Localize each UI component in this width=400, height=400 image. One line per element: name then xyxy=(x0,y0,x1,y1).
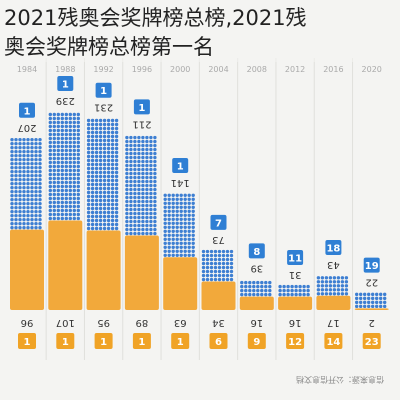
year-label: 1996 xyxy=(132,65,152,74)
bottom-value-label: 16 xyxy=(289,317,302,328)
top-value-label: 211 xyxy=(132,118,151,129)
bar-top-segment xyxy=(10,137,42,230)
bottom-rank-text: 1 xyxy=(62,337,69,348)
top-value-label: 239 xyxy=(56,95,75,106)
top-rank-badge xyxy=(19,102,35,118)
bottom-value-label: 16 xyxy=(250,317,263,328)
bottom-rank-badge xyxy=(362,333,381,349)
top-rank-text: 1 xyxy=(177,162,184,173)
year-label: 1984 xyxy=(17,65,37,74)
top-rank-text: 18 xyxy=(326,244,340,255)
bottom-value-label: 96 xyxy=(21,317,34,328)
top-rank-badge xyxy=(172,158,189,174)
bottom-rank-badge xyxy=(247,333,266,349)
bottom-value-label: 63 xyxy=(174,317,187,328)
top-rank-badge xyxy=(363,257,380,273)
top-value-label: 207 xyxy=(17,122,36,133)
bottom-rank-text: 14 xyxy=(326,337,340,348)
bottom-rank-text: 23 xyxy=(365,337,379,348)
top-rank-text: 1 xyxy=(62,80,69,91)
bottom-value-label: 34 xyxy=(212,317,225,328)
headline-line-1: 2021残奥会奖牌榜总榜,2021残 xyxy=(4,6,307,30)
bottom-rank-text: 1 xyxy=(177,337,184,348)
year-label: 2000 xyxy=(170,65,190,74)
top-rank-badge xyxy=(287,250,304,266)
year-label: 2012 xyxy=(285,65,305,74)
bottom-rank-badge xyxy=(94,333,113,349)
bottom-rank-text: 1 xyxy=(138,337,145,348)
top-rank-text: 7 xyxy=(215,218,222,229)
bottom-value-label: 107 xyxy=(56,317,75,328)
top-rank-text: 1 xyxy=(100,86,107,97)
top-rank-badge xyxy=(248,243,265,259)
top-rank-badge xyxy=(325,240,342,256)
headline: 2021残奥会奖牌榜总榜,2021残 奥会奖牌榜总榜第一名 xyxy=(4,4,396,62)
year-label: 2016 xyxy=(323,65,343,74)
top-value-label: 231 xyxy=(94,102,113,113)
bar-bottom-segment xyxy=(10,229,44,310)
top-rank-badge xyxy=(95,82,112,98)
year-label: 1992 xyxy=(93,65,113,74)
bar-bottom-segment xyxy=(163,257,198,310)
top-value-label: 31 xyxy=(289,269,302,280)
bar-top-segment xyxy=(316,276,349,296)
bar-bottom-segment xyxy=(354,308,389,310)
bar-top-segment xyxy=(48,112,81,221)
year-label: 2020 xyxy=(362,65,382,74)
bottom-rank-text: 12 xyxy=(288,337,302,348)
bottom-value-label: 2 xyxy=(369,317,375,328)
top-rank-badge xyxy=(210,214,227,230)
bottom-rank-text: 1 xyxy=(24,337,31,348)
headline-line-2: 奥会奖牌榜总榜第一名 xyxy=(4,35,214,59)
top-rank-badge xyxy=(133,99,150,115)
year-label: 2008 xyxy=(247,65,267,74)
bar-bottom-segment xyxy=(124,235,159,310)
bar-bottom-segment xyxy=(316,295,351,310)
bottom-rank-badge xyxy=(324,333,343,349)
bar-bottom-segment xyxy=(239,296,274,310)
bar-bottom-segment xyxy=(48,220,83,310)
bar-top-segment xyxy=(278,284,310,297)
bar-top-segment xyxy=(240,280,272,297)
bar-top-segment xyxy=(163,193,195,257)
bar-top-segment xyxy=(355,292,387,309)
bar-bottom-segment xyxy=(201,281,236,310)
bottom-rank-text: 1 xyxy=(100,337,107,348)
top-rank-badge xyxy=(57,76,74,91)
top-value-label: 22 xyxy=(365,277,378,288)
bottom-rank-badge xyxy=(18,333,36,349)
bar-top-segment xyxy=(201,249,234,282)
year-label: 2004 xyxy=(208,65,228,74)
bottom-value-label: 95 xyxy=(97,317,110,328)
top-value-label: 73 xyxy=(212,234,225,245)
top-value-label: 39 xyxy=(250,262,263,273)
bar-bottom-segment xyxy=(278,296,313,310)
top-value-label: 43 xyxy=(327,259,340,270)
top-rank-text: 8 xyxy=(253,247,260,258)
top-value-label: 141 xyxy=(171,177,190,188)
bottom-rank-badge xyxy=(132,333,151,349)
bottom-value-label: 17 xyxy=(327,317,340,328)
top-rank-text: 19 xyxy=(365,261,379,272)
bar-bottom-segment xyxy=(86,230,121,310)
top-rank-text: 11 xyxy=(288,254,302,265)
top-rank-text: 1 xyxy=(24,106,31,117)
bottom-rank-text: 6 xyxy=(215,337,222,348)
bottom-rank-badge xyxy=(171,333,190,349)
bottom-rank-badge xyxy=(286,333,305,349)
source-note: 信息来源：公开信息文档 xyxy=(296,375,384,385)
year-label: 1988 xyxy=(55,65,75,74)
bottom-rank-text: 9 xyxy=(253,337,260,348)
bottom-rank-badge xyxy=(56,333,75,349)
top-rank-text: 1 xyxy=(138,103,145,114)
bottom-rank-badge xyxy=(209,333,228,349)
bottom-value-label: 89 xyxy=(136,317,149,328)
bar-top-segment xyxy=(125,135,157,236)
bar-top-segment xyxy=(86,118,119,231)
